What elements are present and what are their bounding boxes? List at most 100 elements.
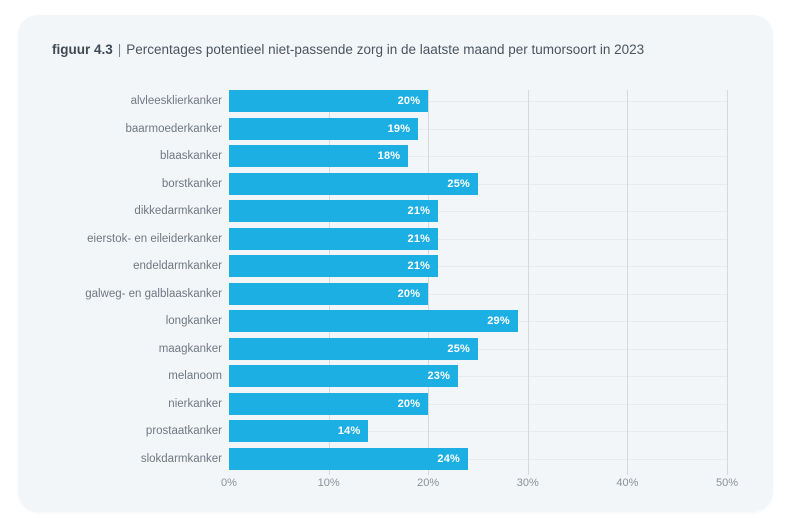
chart-rows: alvleesklierkanker 20% baarmoederkanker 19%…: [52, 90, 727, 470]
bar: 25%: [229, 172, 478, 195]
chart-row: endeldarmkanker 21%: [52, 255, 727, 277]
chart-row: borstkanker 25%: [52, 172, 727, 195]
vertical-gridline: [428, 90, 430, 475]
bar-value-label: 21%: [407, 205, 431, 217]
row-gridline: [229, 156, 727, 157]
bar-value-label: 14%: [337, 425, 361, 437]
category-label: baarmoederkanker: [125, 122, 222, 135]
bar-track: 21%: [229, 255, 727, 277]
vertical-gridline: [727, 90, 728, 475]
category-label: prostaatkanker: [145, 425, 222, 437]
bar-value-label: 20%: [397, 95, 421, 107]
figure-header: figuur 4.3 | Percentages potentieel niet-p…: [18, 15, 773, 57]
vertical-gridline: [527, 90, 529, 475]
category-label: slokdarmkanker: [140, 452, 222, 465]
bar-value-label: 23%: [427, 370, 451, 382]
x-tick-label: 30%: [516, 476, 539, 489]
bar-track: 29%: [229, 310, 727, 332]
bar-value-label: 20%: [397, 397, 421, 410]
row-gridline: [229, 458, 727, 460]
bar: 21%: [229, 255, 439, 277]
row-gridline: [229, 101, 727, 102]
bar: 21%: [229, 227, 439, 250]
row-gridline: [229, 293, 727, 295]
category-label: galweg- en galblaaskanker: [85, 287, 222, 300]
bar-chart: alvleesklierkanker 20% baarmoederkanker 19%…: [52, 90, 738, 493]
x-tick-label: 20%: [417, 476, 440, 489]
chart-row: maagkanker 25%: [52, 337, 727, 360]
bar-value-label: 24%: [437, 452, 461, 465]
bar-value-label: 25%: [447, 177, 470, 190]
chart-row: blaaskanker 18%: [52, 145, 727, 167]
bar-track: 21%: [229, 227, 727, 250]
bar: 19%: [229, 117, 419, 140]
chart-row: melanoom 23%: [52, 365, 727, 387]
row-gridline: [229, 238, 727, 240]
chart-row: galweg- en galblaaskanker 20%: [52, 282, 727, 305]
figure-title-separator: |: [117, 42, 122, 57]
bar: 20%: [229, 282, 429, 305]
figure-card: figuur 4.3 | Percentages potentieel niet-p…: [18, 15, 773, 512]
bar-track: 20%: [229, 392, 727, 415]
bar-track: 24%: [229, 447, 727, 470]
row-gridline: [229, 183, 727, 185]
row-gridline: [229, 431, 727, 432]
chart-row: dikkedarmkanker 21%: [52, 200, 727, 222]
bar: 14%: [229, 420, 369, 442]
bar: 25%: [229, 337, 478, 360]
bar-value-label: 18%: [377, 150, 401, 162]
figure-title: Percentages potentieel niet-passende zor…: [126, 42, 645, 57]
category-label: nierkanker: [168, 397, 222, 410]
x-tick-label: 10%: [317, 476, 340, 489]
row-gridline: [229, 376, 727, 377]
bar-track: 25%: [229, 337, 727, 360]
bar: 18%: [229, 145, 409, 167]
category-label: maagkanker: [158, 342, 222, 355]
bar-track: 18%: [229, 145, 727, 167]
bar-track: 20%: [229, 282, 727, 305]
row-gridline: [229, 266, 727, 267]
bar-value-label: 19%: [387, 122, 411, 135]
bar: 20%: [229, 90, 429, 112]
category-label: eierstok- en eileiderkanker: [87, 232, 222, 245]
bar: 20%: [229, 392, 429, 415]
bar-track: 21%: [229, 200, 727, 222]
bar-value-label: 20%: [397, 287, 421, 300]
chart-row: longkanker 29%: [52, 310, 727, 332]
category-label: dikkedarmkanker: [134, 205, 222, 217]
figure-number: figuur 4.3: [52, 42, 113, 57]
category-label: alvleesklierkanker: [130, 95, 222, 107]
chart-row: eierstok- en eileiderkanker 21%: [52, 227, 727, 250]
row-gridline: [229, 128, 727, 130]
category-label: borstkanker: [161, 177, 222, 190]
bar: 24%: [229, 447, 469, 470]
category-label: melanoom: [168, 370, 222, 382]
bar-value-label: 21%: [407, 232, 431, 245]
bar-track: 19%: [229, 117, 727, 140]
vertical-gridline: [328, 90, 330, 475]
vertical-gridline: [627, 90, 629, 475]
plot-area: alvleesklierkanker 20% baarmoederkanker 19%…: [52, 90, 728, 475]
row-gridline: [229, 211, 727, 212]
row-gridline: [229, 403, 727, 405]
chart-row: slokdarmkanker 24%: [52, 447, 727, 470]
x-tick-label: 50%: [715, 476, 739, 489]
bar-value-label: 29%: [487, 315, 510, 327]
category-label: endeldarmkanker: [133, 260, 222, 272]
row-gridline: [229, 348, 727, 350]
chart-row: alvleesklierkanker 20%: [52, 90, 727, 112]
bar-track: 23%: [229, 365, 727, 387]
bar: 29%: [229, 310, 518, 332]
x-axis: 0% 10% 20% 30% 40% 50%: [221, 476, 738, 493]
x-tick-label: 0%: [221, 476, 237, 489]
bar-track: 25%: [229, 172, 727, 195]
chart-row: baarmoederkanker 19%: [52, 117, 727, 140]
category-label: blaaskanker: [159, 150, 222, 162]
bar-track: 14%: [229, 420, 727, 442]
x-tick-label: 40%: [616, 476, 639, 489]
gridline-layer: [229, 90, 728, 475]
category-label: longkanker: [165, 315, 222, 327]
bar-value-label: 21%: [407, 260, 431, 272]
chart-row: nierkanker 20%: [52, 392, 727, 415]
bar-value-label: 25%: [447, 342, 470, 355]
